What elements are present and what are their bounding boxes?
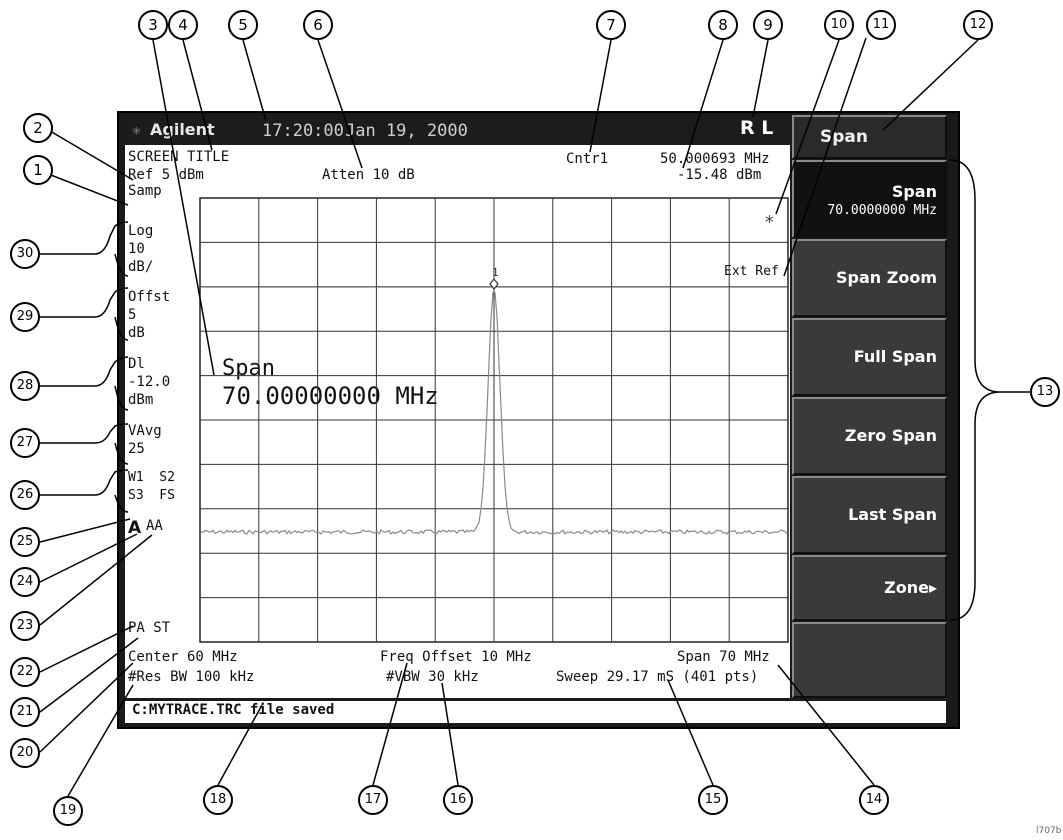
callout-4: 4 xyxy=(168,10,198,40)
res-bw: #Res BW 100 kHz xyxy=(128,669,255,685)
softkey-menu-title: Span xyxy=(792,115,947,159)
marker-amplitude: -15.48 dBm xyxy=(677,167,762,183)
softkey-span-label: Span xyxy=(891,182,937,201)
softkey-zone[interactable]: Zone▸ xyxy=(792,555,947,621)
offset-line: dB xyxy=(128,325,145,341)
scale-line: Log xyxy=(128,223,154,239)
trace-detector: AA xyxy=(146,518,163,534)
callout-13: 13 xyxy=(1030,377,1060,407)
measurement-screen xyxy=(125,145,790,698)
scale-group: Log 10 dB/ xyxy=(128,224,153,275)
callout-23: 23 xyxy=(10,611,40,641)
marker-number: 1 xyxy=(492,266,499,279)
trace-mode-line: S3 FS xyxy=(128,488,175,503)
softkey-span[interactable]: Span 70.0000000 MHz xyxy=(792,160,947,238)
callout-12: 12 xyxy=(963,10,993,40)
spectrum-trace xyxy=(200,291,788,536)
callout-8: 8 xyxy=(708,10,738,40)
callout-11: 11 xyxy=(866,10,896,40)
callout-20: 20 xyxy=(10,738,40,768)
callout-18: 18 xyxy=(203,785,233,815)
scale-line: 10 xyxy=(128,241,145,257)
callout-14: 14 xyxy=(859,785,889,815)
marker-diamond xyxy=(489,278,499,290)
callout-1: 1 xyxy=(23,155,53,185)
display-line-line: -12.0 xyxy=(128,374,171,390)
softkey-last-span-label: Last Span xyxy=(848,505,937,524)
softkey-full-span-label: Full Span xyxy=(853,347,937,366)
callout-16: 16 xyxy=(443,785,473,815)
ext-ref: Ext Ref xyxy=(724,264,779,279)
softkey-span-zoom[interactable]: Span Zoom xyxy=(792,239,947,317)
active-function-value: 70.00000000 MHz xyxy=(222,382,439,410)
callout-22: 22 xyxy=(10,657,40,687)
clock-date: Jan 19, 2000 xyxy=(345,121,468,141)
active-function-label: Span xyxy=(222,356,275,381)
top-status-bar xyxy=(125,115,790,145)
callout-2: 2 xyxy=(23,113,53,143)
callout-6: 6 xyxy=(303,10,333,40)
callout-29: 29 xyxy=(10,302,40,332)
trace-mode-line: W1 S2 xyxy=(128,470,175,485)
callout-27: 27 xyxy=(10,428,40,458)
figure-id: l707b xyxy=(1036,826,1062,836)
softkey-zero-span[interactable]: Zero Span xyxy=(792,397,947,475)
softkey-span-value: 70.0000000 MHz xyxy=(827,203,937,218)
marker-label: Cntr1 xyxy=(566,151,609,167)
softkey-full-span[interactable]: Full Span xyxy=(792,318,947,396)
callout-15: 15 xyxy=(698,785,728,815)
agilent-logo-icon: ✳ xyxy=(132,121,142,139)
softkey-menu-title-label: Span xyxy=(820,127,868,147)
callout-24: 24 xyxy=(10,567,40,597)
callout-5: 5 xyxy=(228,10,258,40)
softkey-zero-span-label: Zero Span xyxy=(844,426,937,445)
callout-7: 7 xyxy=(596,10,626,40)
callout-21: 21 xyxy=(10,697,40,727)
remote-status: R L xyxy=(740,117,774,139)
video-avg-line: VAvg xyxy=(128,423,162,439)
video-avg-group: VAvg 25 xyxy=(128,424,162,457)
vbw: #VBW 30 kHz xyxy=(386,669,479,685)
trace-mode-group: W1 S2 S3 FS xyxy=(128,470,175,503)
measuring-indicator: * xyxy=(764,212,775,233)
callout-9: 9 xyxy=(753,10,783,40)
callout-25: 25 xyxy=(10,527,40,557)
callout-17: 17 xyxy=(358,785,388,815)
offset-line: 5 xyxy=(128,307,137,323)
softkey-last-span[interactable]: Last Span xyxy=(792,476,947,554)
display-line-line: dBm xyxy=(128,392,154,408)
attenuation: Atten 10 dB xyxy=(322,167,415,183)
callout-3: 3 xyxy=(138,10,168,40)
softkey-span-zoom-label: Span Zoom xyxy=(836,268,937,287)
graticule-grid xyxy=(199,197,789,643)
callout-10: 10 xyxy=(824,10,854,40)
callout-30: 30 xyxy=(10,239,40,269)
trigger-letter: A xyxy=(128,518,142,538)
display-line-line: Dl xyxy=(128,356,145,372)
span-value: Span 70 MHz xyxy=(677,649,770,665)
callout-26: 26 xyxy=(10,480,40,510)
center-freq: Center 60 MHz xyxy=(128,649,238,665)
freq-offset: Freq Offset 10 MHz xyxy=(380,649,532,665)
callout-19: 19 xyxy=(53,796,83,826)
softkey-zone-label: Zone▸ xyxy=(884,578,937,597)
softkey-blank[interactable] xyxy=(792,622,947,698)
scale-line: dB/ xyxy=(128,259,154,275)
video-avg-line: 25 xyxy=(128,441,145,457)
display-line-group: Dl -12.0 dBm xyxy=(128,357,170,408)
callout-28: 28 xyxy=(10,371,40,401)
